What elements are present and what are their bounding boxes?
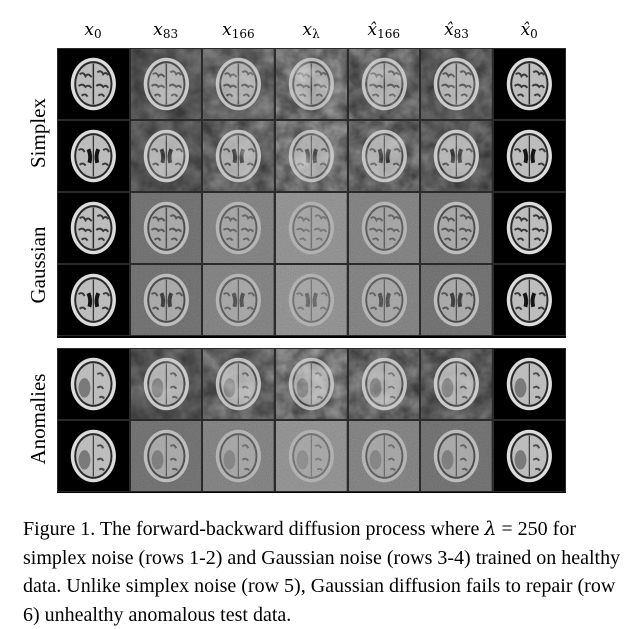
column-header-symbol: x̂ <box>444 20 454 40</box>
caption-lambda-value: = 250 <box>496 518 548 540</box>
brain-scan-image <box>493 264 566 336</box>
brain-scan-image <box>347 348 421 420</box>
brain-scan-image <box>129 420 203 492</box>
column-header: x83 <box>130 20 202 44</box>
brain-scan-image <box>420 348 494 420</box>
column-header: xλ <box>275 20 347 44</box>
column-header-symbol: x <box>222 20 232 40</box>
panel-anomalies <box>57 348 566 493</box>
column-header-subscript: λ <box>312 27 320 41</box>
brain-scan-image <box>347 264 421 336</box>
brain-scan-image <box>275 120 348 192</box>
brain-scan-image <box>493 348 566 420</box>
column-header-subscript: 0 <box>530 27 538 41</box>
brain-scan-image <box>493 420 566 492</box>
brain-scan-image <box>57 420 130 492</box>
brain-scan-image <box>493 48 566 120</box>
column-header-symbol: x <box>302 20 313 40</box>
brain-scan-image <box>202 192 276 264</box>
brain-scan-image <box>129 48 203 120</box>
brain-scan-image <box>347 192 421 264</box>
brain-scan-image <box>129 264 203 336</box>
column-header-symbol: x <box>84 20 94 40</box>
column-header-symbol: x <box>153 20 163 40</box>
column-header-subscript: 166 <box>377 27 401 41</box>
brain-scan-image <box>202 120 276 192</box>
brain-scan-image <box>493 120 566 192</box>
brain-scan-image <box>347 48 421 120</box>
brain-scan-image <box>275 264 348 336</box>
row-label-anomalies: Anomalies <box>26 373 50 465</box>
panel-healthy <box>57 48 566 338</box>
brain-scan-image <box>420 120 494 192</box>
brain-scan-image <box>275 420 348 492</box>
image-grid-anomalies <box>57 348 566 492</box>
brain-scan-image <box>275 348 348 420</box>
brain-scan-image <box>129 120 203 192</box>
column-header: x̂0 <box>493 20 565 44</box>
column-header: x̂83 <box>421 20 493 44</box>
brain-scan-image <box>57 348 130 420</box>
brain-scan-image <box>129 348 203 420</box>
caption-prefix: Figure 1. The forward-backward diffusion… <box>23 518 485 540</box>
column-header-subscript: 83 <box>162 27 179 41</box>
caption-lambda: λ <box>484 518 497 540</box>
brain-scan-image <box>202 264 276 336</box>
column-header-symbol: x̂ <box>367 20 378 40</box>
brain-scan-image <box>420 48 494 120</box>
brain-scan-image <box>57 48 130 120</box>
brain-scan-image <box>347 420 421 492</box>
column-header-symbol: x̂ <box>520 20 531 40</box>
column-header-subscript: 83 <box>453 27 469 41</box>
column-header: x166 <box>202 20 274 44</box>
brain-scan-image <box>493 192 566 264</box>
row-label-simplex: Simplex <box>26 98 50 169</box>
brain-scan-image <box>202 348 276 420</box>
column-header: x0 <box>57 20 129 44</box>
brain-scan-image <box>275 48 348 120</box>
brain-scan-image <box>57 192 130 264</box>
brain-scan-image <box>202 420 276 492</box>
figure-caption: Figure 1. The forward-backward diffusion… <box>23 515 621 629</box>
column-header-subscript: 0 <box>93 27 102 41</box>
brain-scan-image <box>57 264 130 336</box>
column-header-subscript: 166 <box>231 27 255 41</box>
brain-scan-image <box>129 192 203 264</box>
brain-scan-image <box>420 264 494 336</box>
brain-scan-image <box>420 192 494 264</box>
brain-scan-image <box>202 48 276 120</box>
image-grid-healthy <box>57 48 566 336</box>
caption-rest: for simplex noise (rows 1-2) and Gaussia… <box>23 518 621 626</box>
brain-scan-image <box>275 192 348 264</box>
row-label-gaussian: Gaussian <box>26 226 50 304</box>
brain-scan-image <box>57 120 130 192</box>
brain-scan-image <box>420 420 494 492</box>
brain-scan-image <box>347 120 421 192</box>
column-header: x̂166 <box>348 20 420 44</box>
